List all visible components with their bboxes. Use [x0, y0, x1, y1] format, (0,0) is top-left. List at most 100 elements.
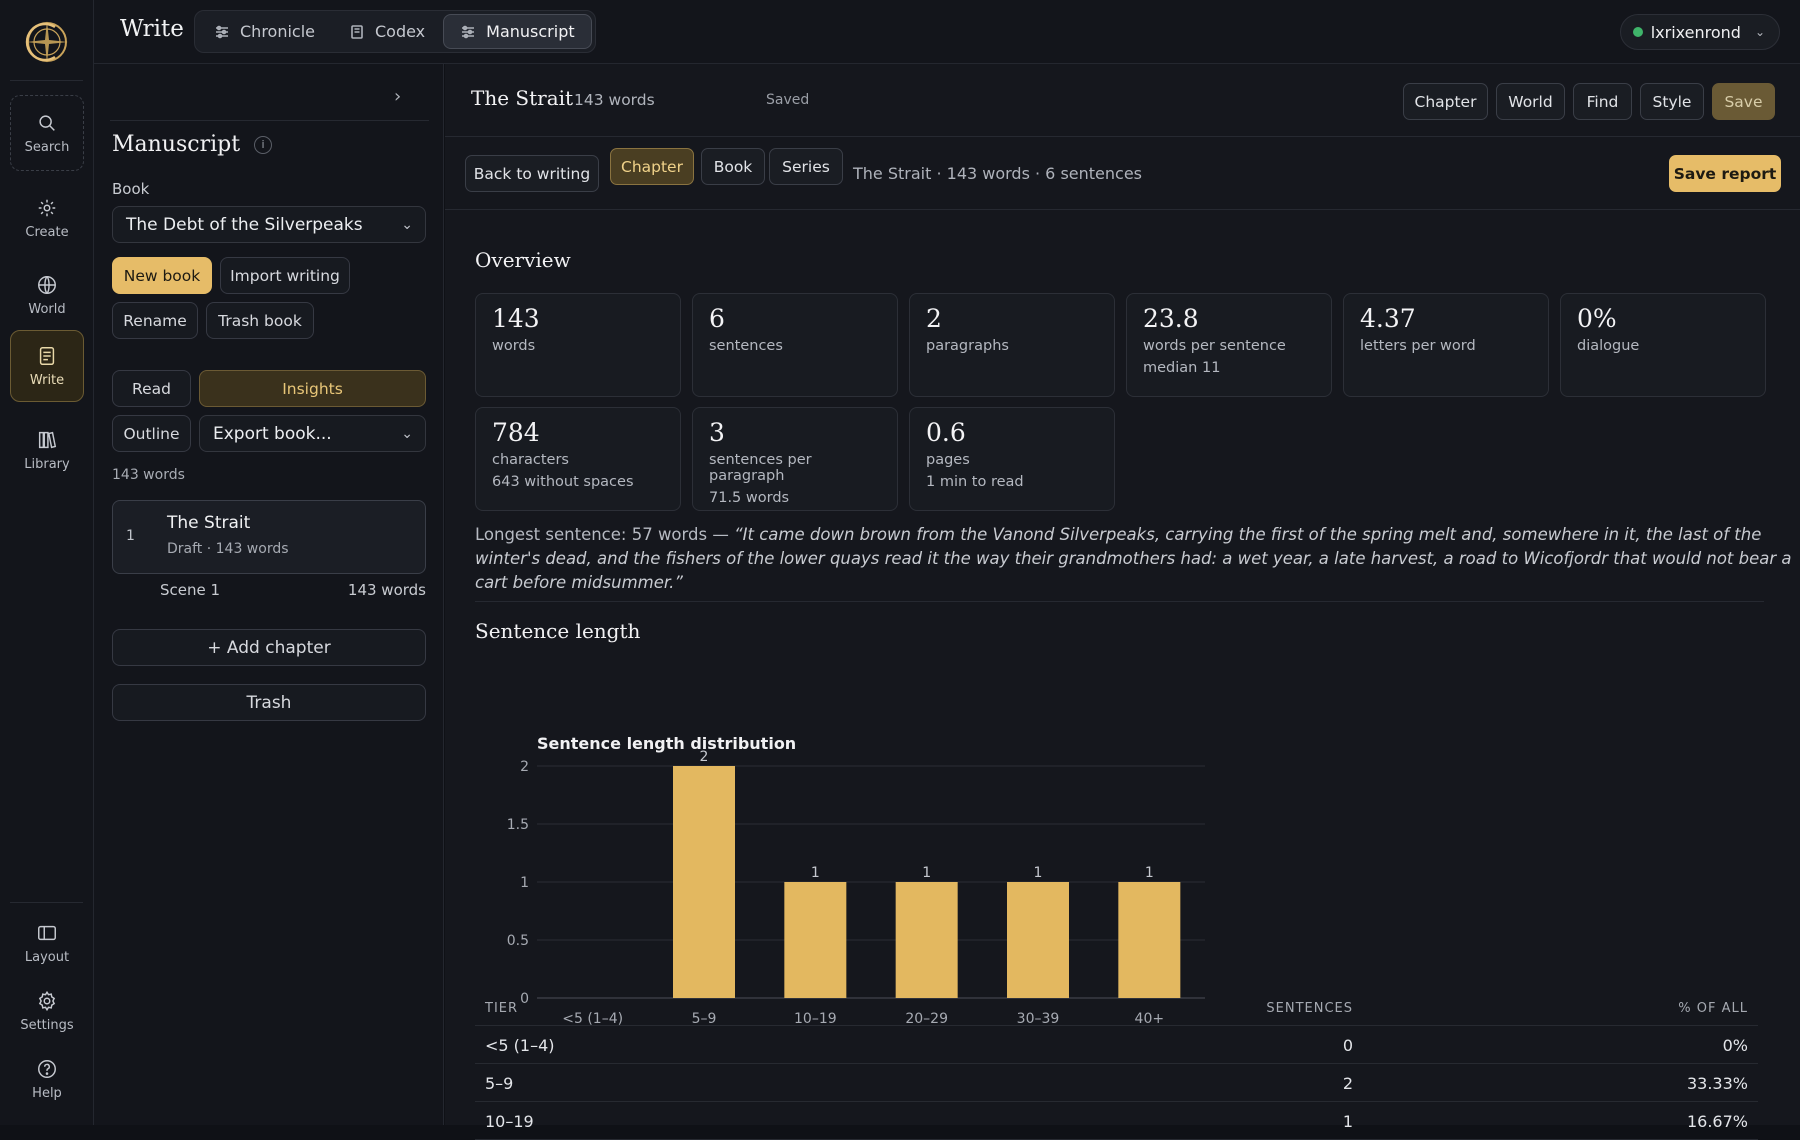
- import-writing-button[interactable]: Import writing: [220, 257, 350, 294]
- chapter-item[interactable]: 1 The Strait Draft · 143 words: [112, 500, 426, 574]
- trash-button[interactable]: Trash: [112, 684, 426, 721]
- table-row: 10–19 1 16.67%: [475, 1102, 1758, 1140]
- book-select[interactable]: The Debt of the Silverpeaks ⌄: [112, 206, 426, 243]
- new-book-button[interactable]: New book: [112, 257, 212, 294]
- data-label: 2: [700, 749, 709, 765]
- rail-write[interactable]: Write: [10, 330, 84, 402]
- chapter-header-button[interactable]: Chapter: [1403, 83, 1488, 120]
- stat-caption: words: [492, 338, 664, 354]
- table-row: 5–9 2 33.33%: [475, 1064, 1758, 1102]
- rail-layout[interactable]: Layout: [10, 908, 84, 978]
- document-title: The Strait: [471, 86, 573, 110]
- scene-name[interactable]: Scene 1: [160, 581, 220, 599]
- rail-settings[interactable]: Settings: [10, 976, 84, 1046]
- trash-book-button[interactable]: Trash book: [206, 302, 314, 339]
- stat-value: 0.6: [926, 418, 1098, 447]
- back-to-writing-button[interactable]: Back to writing: [465, 155, 599, 192]
- chevron-down-icon: ⌄: [401, 426, 413, 442]
- scope-chapter-button[interactable]: Chapter: [610, 148, 694, 185]
- export-select-value: Export book...: [213, 424, 332, 444]
- rail-world-label: World: [28, 302, 65, 317]
- read-mode-button[interactable]: Read: [112, 370, 191, 407]
- add-chapter-button[interactable]: + Add chapter: [112, 629, 426, 666]
- data-label: 1: [1034, 865, 1043, 881]
- rail-world[interactable]: World: [10, 257, 84, 333]
- stat-value: 4.37: [1360, 304, 1532, 333]
- tab-chronicle[interactable]: Chronicle: [198, 14, 331, 49]
- rename-button[interactable]: Rename: [112, 302, 198, 339]
- world-header-button[interactable]: World: [1496, 83, 1565, 120]
- longest-sentence: Longest sentence: 57 words — “It came do…: [475, 523, 1795, 595]
- y-tick-label: 0.5: [507, 933, 529, 949]
- globe-icon: [36, 274, 58, 296]
- rail-search-label: Search: [25, 140, 70, 155]
- scope-book-button[interactable]: Book: [701, 148, 765, 185]
- style-header-button[interactable]: Style: [1640, 83, 1704, 120]
- insights-mode-button[interactable]: Insights: [199, 370, 426, 407]
- app-logo-icon[interactable]: [22, 17, 72, 67]
- rail-library[interactable]: Library: [10, 412, 84, 488]
- scope-series-button[interactable]: Series: [769, 148, 843, 185]
- data-label: 1: [922, 865, 931, 881]
- sidebar-title: Manuscript i: [112, 132, 272, 157]
- book-select-value: The Debt of the Silverpeaks: [126, 215, 363, 235]
- sentence-length-chart: Sentence length distribution00.511.52<5 …: [475, 654, 1235, 1034]
- info-icon[interactable]: i: [254, 136, 272, 154]
- rail-search[interactable]: Search: [10, 95, 84, 171]
- gear-icon: [36, 990, 58, 1012]
- tab-codex[interactable]: Codex: [333, 14, 441, 49]
- find-header-button[interactable]: Find: [1573, 83, 1632, 120]
- stat-value: 0%: [1577, 304, 1749, 333]
- header-percent: % OF ALL: [1678, 1001, 1748, 1016]
- stat-value: 6: [709, 304, 881, 333]
- bar: [1118, 882, 1180, 998]
- table-header-row: TIER SENTENCES % OF ALL: [475, 988, 1758, 1026]
- document-icon: [36, 345, 58, 367]
- sparkle-icon: [36, 197, 58, 219]
- tab-chronicle-label: Chronicle: [240, 22, 315, 41]
- sentence-length-table: TIER SENTENCES % OF ALL <5 (1–4) 0 0% 5–…: [475, 988, 1758, 1140]
- cell-percent: 33.33%: [1687, 1074, 1748, 1093]
- cell-percent: 16.67%: [1687, 1112, 1748, 1131]
- bar: [1007, 882, 1069, 998]
- stat-card: 4.37 letters per word: [1343, 293, 1549, 397]
- export-book-select[interactable]: Export book... ⌄: [199, 415, 426, 452]
- chapter-number: 1: [126, 528, 135, 544]
- user-name: lxrixenrond: [1651, 23, 1741, 42]
- cell-tier: 5–9: [485, 1074, 513, 1093]
- mode-tabs: Chronicle Codex Manuscript: [194, 10, 596, 53]
- tab-codex-label: Codex: [375, 22, 425, 41]
- stat-caption: pages: [926, 452, 1098, 468]
- rail-create[interactable]: Create: [10, 180, 84, 256]
- save-button[interactable]: Save: [1712, 83, 1775, 120]
- scene-words: 143 words: [346, 581, 426, 599]
- insights-panel: The Strait 143 words Saved Chapter World…: [445, 64, 1800, 1125]
- manuscript-sidebar: › Manuscript i Book The Debt of the Silv…: [94, 64, 444, 1125]
- save-report-button[interactable]: Save report: [1669, 155, 1781, 192]
- stat-value: 2: [926, 304, 1098, 333]
- tab-manuscript[interactable]: Manuscript: [443, 14, 591, 49]
- outline-mode-button[interactable]: Outline: [112, 415, 191, 452]
- rail-help[interactable]: Help: [10, 1044, 84, 1114]
- app-title: Write: [120, 16, 184, 42]
- layout-icon: [36, 922, 58, 944]
- book-icon: [349, 24, 365, 40]
- collapse-sidebar-icon[interactable]: ›: [394, 86, 416, 108]
- chevron-down-icon: ⌄: [1755, 25, 1765, 39]
- cell-sentences: 0: [1343, 1036, 1353, 1055]
- cell-tier: 10–19: [485, 1112, 534, 1131]
- sidebar-title-text: Manuscript: [112, 132, 240, 157]
- cell-sentences: 1: [1343, 1112, 1353, 1131]
- rail-create-label: Create: [25, 225, 68, 240]
- header-sentences: SENTENCES: [1266, 1001, 1353, 1016]
- stat-caption: dialogue: [1577, 338, 1749, 354]
- stat-subcaption: 71.5 words: [709, 490, 881, 506]
- header-tier: TIER: [485, 1001, 518, 1016]
- stat-caption: letters per word: [1360, 338, 1532, 354]
- rail-help-label: Help: [32, 1086, 62, 1101]
- search-icon: [36, 112, 58, 134]
- user-menu[interactable]: lxrixenrond ⌄: [1620, 14, 1780, 50]
